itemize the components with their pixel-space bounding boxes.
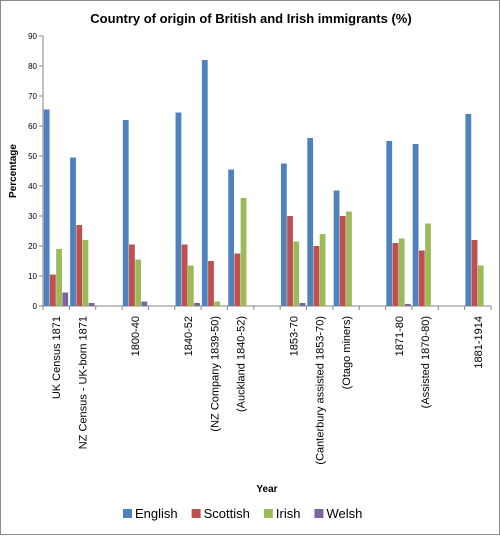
bar-scottish-11 bbox=[339, 216, 346, 306]
y-axis-label: Percentage bbox=[8, 144, 19, 198]
bar-scottish-10 bbox=[313, 246, 320, 306]
y-tick-label: 50 bbox=[28, 152, 37, 161]
bar-welsh-1 bbox=[88, 303, 95, 306]
x-tick-label: 1881-1914 bbox=[473, 316, 485, 369]
bar-scottish-9 bbox=[287, 216, 293, 306]
bar-irish-0 bbox=[56, 249, 62, 306]
bar-english-7 bbox=[228, 169, 235, 306]
x-tick-label: 1800-40 bbox=[130, 316, 142, 356]
bar-scottish-3 bbox=[129, 244, 135, 306]
x-axis-label: Year bbox=[256, 484, 277, 495]
x-tick-label: (Canterbury assisted 1853-70) bbox=[315, 316, 327, 465]
legend-swatch-welsh bbox=[314, 509, 324, 518]
bar-english-16 bbox=[465, 114, 472, 306]
bar-english-0 bbox=[43, 109, 50, 306]
x-tick-label: (Assisted 1870-80) bbox=[420, 316, 432, 408]
bar-scottish-0 bbox=[49, 274, 56, 306]
y-tick-label: 10 bbox=[28, 272, 37, 281]
y-tick-label: 30 bbox=[28, 212, 37, 221]
bar-english-14 bbox=[412, 144, 419, 306]
bar-scottish-16 bbox=[471, 240, 478, 306]
bar-irish-5 bbox=[187, 265, 194, 306]
bar-english-3 bbox=[122, 120, 129, 306]
x-tick-label: (NZ Company 1839-50) bbox=[209, 316, 221, 432]
bar-english-9 bbox=[280, 163, 287, 306]
bar-irish-14 bbox=[425, 223, 431, 306]
bar-scottish-14 bbox=[418, 250, 425, 306]
y-tick-label: 90 bbox=[28, 32, 37, 41]
legend-swatch-scottish bbox=[191, 509, 201, 518]
bar-welsh-9 bbox=[299, 303, 306, 306]
x-tick-label: 1840-52 bbox=[183, 316, 195, 356]
bar-irish-10 bbox=[319, 234, 326, 306]
y-tick-label: 80 bbox=[28, 62, 37, 71]
bar-welsh-3 bbox=[141, 301, 148, 306]
bar-scottish-7 bbox=[234, 253, 241, 306]
x-tick-label: NZ Census - UK-born 1871 bbox=[78, 316, 90, 449]
bar-irish-13 bbox=[398, 238, 405, 306]
bar-scottish-13 bbox=[392, 243, 399, 306]
legend-swatch-english bbox=[123, 509, 132, 518]
y-tick-label: 20 bbox=[28, 242, 37, 251]
legend-label-welsh: Welsh bbox=[326, 506, 362, 521]
x-tick-label: (Auckland 1840-52) bbox=[236, 316, 248, 412]
bar-scottish-6 bbox=[208, 261, 214, 306]
chart-title: Country of origin of British and Irish i… bbox=[90, 11, 411, 26]
bar-irish-7 bbox=[240, 198, 247, 306]
x-tick-label: 1871-80 bbox=[394, 316, 406, 356]
bar-irish-11 bbox=[346, 211, 352, 306]
bar-welsh-13 bbox=[404, 303, 411, 306]
legend-label-scottish: Scottish bbox=[204, 506, 250, 521]
x-tick-label: 1853-70 bbox=[288, 316, 300, 356]
x-tick-label: UK Census 1871 bbox=[51, 316, 63, 399]
bar-scottish-5 bbox=[181, 244, 188, 306]
y-tick-label: 0 bbox=[33, 302, 38, 311]
bar-english-10 bbox=[307, 138, 314, 306]
bar-english-1 bbox=[70, 157, 76, 306]
legend-swatch-irish bbox=[263, 509, 273, 518]
bar-irish-3 bbox=[135, 259, 142, 306]
y-tick-label: 40 bbox=[28, 182, 37, 191]
bar-irish-1 bbox=[82, 240, 89, 306]
bar-irish-16 bbox=[477, 265, 484, 306]
bar-english-11 bbox=[333, 190, 340, 306]
bar-english-5 bbox=[175, 112, 182, 306]
bar-irish-9 bbox=[293, 241, 300, 306]
bar-english-13 bbox=[386, 141, 393, 306]
y-tick-label: 60 bbox=[28, 122, 37, 131]
bar-welsh-0 bbox=[62, 292, 69, 306]
legend-label-irish: Irish bbox=[276, 506, 301, 521]
y-tick-label: 70 bbox=[28, 92, 37, 101]
plot-area: 0 10 20 30 40 50 60 70 80 90 UK Census 1871 NZ Cens… bbox=[28, 32, 492, 465]
bar-welsh-5 bbox=[194, 303, 200, 306]
legend: English Scottish Irish Welsh bbox=[123, 506, 362, 521]
legend-label-english: English bbox=[135, 506, 178, 521]
bar-english-6 bbox=[201, 60, 208, 306]
x-tick-label: (Otago miners) bbox=[341, 316, 353, 389]
bar-scottish-1 bbox=[76, 225, 83, 306]
bar-irish-6 bbox=[214, 301, 221, 306]
